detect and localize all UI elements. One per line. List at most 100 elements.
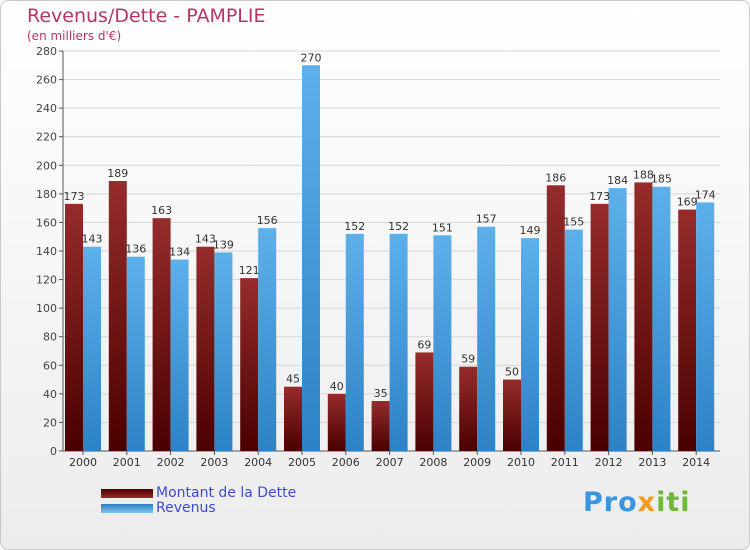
- data-label-debt: 169: [677, 196, 698, 209]
- bar-revenue: [477, 226, 496, 451]
- data-label-debt: 188: [633, 168, 654, 181]
- data-label-debt: 121: [239, 264, 260, 277]
- y-tick-label: 0: [50, 445, 57, 458]
- data-label-debt: 163: [151, 204, 172, 217]
- data-label-revenue: 136: [125, 243, 146, 256]
- bar-debt: [459, 366, 478, 451]
- data-label-revenue: 174: [695, 188, 716, 201]
- legend-label-revenue: Revenus: [156, 500, 216, 516]
- y-tick-label: 160: [36, 216, 57, 229]
- legend-label-debt: Montant de la Dette: [156, 485, 297, 501]
- data-label-revenue: 156: [257, 214, 278, 227]
- data-label-revenue: 139: [213, 238, 234, 251]
- bar-revenue: [652, 186, 671, 451]
- logo-part-2: x: [637, 487, 657, 518]
- y-tick-label: 180: [36, 188, 57, 201]
- bar-debt: [284, 386, 302, 451]
- data-label-debt: 189: [107, 167, 128, 180]
- bar-revenue: [521, 238, 539, 451]
- bar-debt: [240, 278, 259, 451]
- data-label-debt: 173: [589, 190, 610, 203]
- data-label-debt: 40: [330, 380, 344, 393]
- x-tick-label: 2006: [332, 456, 360, 469]
- bar-debt: [503, 379, 521, 451]
- bar-revenue: [83, 246, 101, 451]
- bar-revenue: [214, 252, 233, 451]
- x-tick-label: 2002: [157, 456, 185, 469]
- x-tick-label: 2010: [507, 456, 535, 469]
- legend-swatch-revenue: [101, 504, 153, 513]
- bar-revenue: [696, 202, 715, 451]
- data-label-revenue: 151: [432, 221, 453, 234]
- data-label-debt: 173: [64, 190, 85, 203]
- y-tick-label: 140: [36, 245, 57, 258]
- data-label-debt: 50: [505, 366, 519, 379]
- data-label-revenue: 270: [301, 51, 322, 64]
- x-tick-label: 2000: [69, 456, 97, 469]
- bar-debt: [65, 203, 83, 451]
- logo-part-1: Pro: [583, 487, 638, 518]
- bar-revenue: [608, 188, 627, 451]
- bar-revenue: [389, 233, 408, 451]
- data-label-revenue: 155: [563, 216, 584, 229]
- x-tick-label: 2003: [200, 456, 228, 469]
- y-tick-label: 80: [43, 331, 57, 344]
- y-tick-label: 100: [36, 302, 57, 315]
- bar-revenue: [258, 228, 277, 451]
- bar-revenue: [345, 233, 364, 451]
- legend-swatch-debt: [101, 489, 153, 498]
- bar-debt: [108, 181, 127, 451]
- bar-debt: [152, 218, 171, 451]
- x-tick-label: 2007: [376, 456, 404, 469]
- y-tick-label: 120: [36, 274, 57, 287]
- data-label-revenue: 143: [82, 233, 103, 246]
- chart-subtitle: (en milliers d'€): [27, 29, 122, 43]
- x-tick-label: 2009: [463, 456, 491, 469]
- bar-debt: [196, 246, 215, 451]
- data-label-revenue: 157: [476, 213, 497, 226]
- bar-revenue: [302, 65, 320, 452]
- bar-revenue: [433, 235, 452, 451]
- bar-revenue: [126, 256, 145, 451]
- data-label-debt: 59: [461, 353, 475, 366]
- x-tick-label: 2012: [595, 456, 623, 469]
- logo-part-3: iti: [656, 487, 691, 518]
- bar-debt: [546, 185, 565, 452]
- data-label-revenue: 149: [520, 224, 541, 237]
- y-tick-label: 60: [43, 359, 57, 372]
- y-tick-label: 260: [36, 74, 57, 87]
- x-tick-label: 2013: [638, 456, 666, 469]
- data-label-revenue: 134: [169, 246, 190, 259]
- x-tick-label: 2014: [682, 456, 710, 469]
- data-label-debt: 35: [374, 387, 388, 400]
- y-tick-label: 20: [43, 416, 57, 429]
- proxiti-logo: Proxiti: [583, 487, 691, 518]
- data-label-revenue: 152: [344, 220, 365, 233]
- bar-revenue: [564, 229, 583, 451]
- x-tick-label: 2004: [244, 456, 272, 469]
- bar-debt: [327, 393, 346, 451]
- x-tick-label: 2005: [288, 456, 316, 469]
- bar-debt: [678, 209, 697, 451]
- data-label-revenue: 185: [651, 173, 672, 186]
- bar-debt: [415, 352, 434, 451]
- y-tick-label: 280: [36, 45, 57, 58]
- data-label-revenue: 152: [388, 220, 409, 233]
- data-label-debt: 143: [195, 233, 216, 246]
- bar-debt: [371, 401, 390, 451]
- bar-revenue: [170, 259, 189, 451]
- y-tick-label: 40: [43, 388, 57, 401]
- y-tick-label: 240: [36, 102, 57, 115]
- x-tick-label: 2001: [113, 456, 141, 469]
- y-tick-label: 220: [36, 131, 57, 144]
- y-tick-label: 200: [36, 159, 57, 172]
- chart-title: Revenus/Dette - PAMPLIE: [27, 5, 266, 27]
- x-tick-label: 2011: [551, 456, 579, 469]
- data-label-debt: 45: [286, 373, 300, 386]
- data-label-debt: 186: [545, 171, 566, 184]
- data-label-revenue: 184: [607, 174, 628, 187]
- bar-debt: [634, 182, 653, 451]
- bar-debt: [590, 203, 609, 451]
